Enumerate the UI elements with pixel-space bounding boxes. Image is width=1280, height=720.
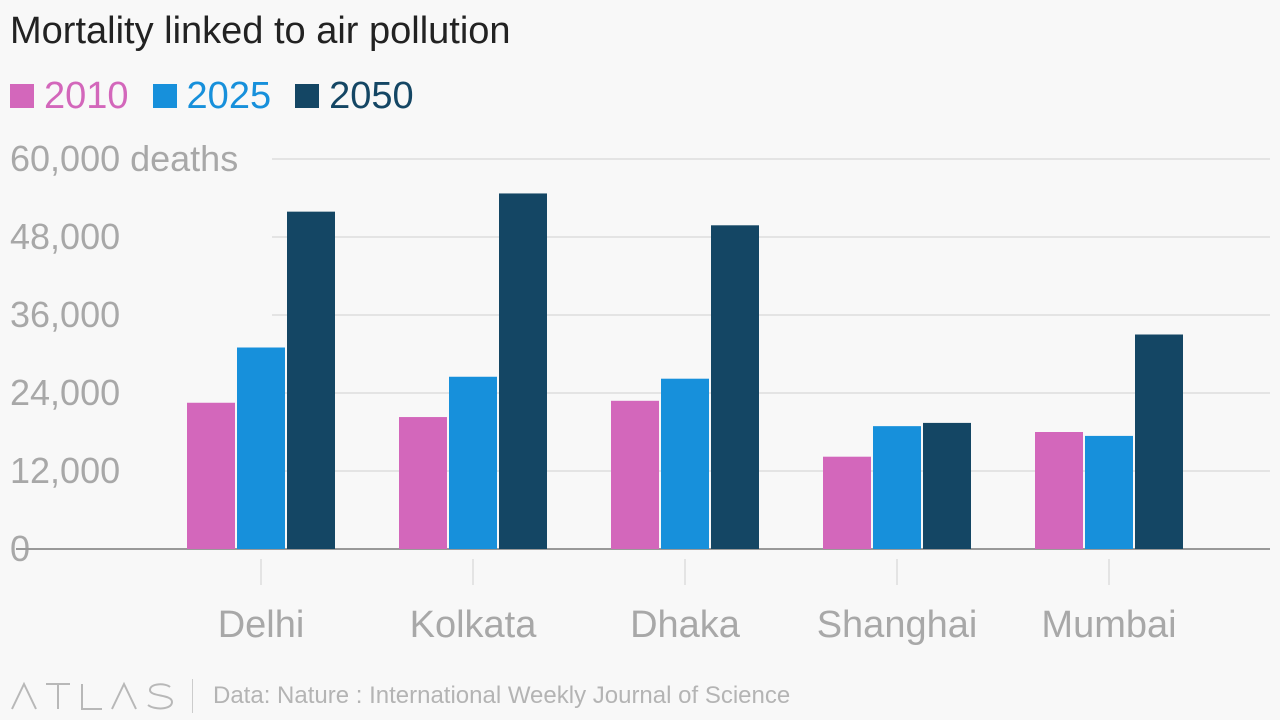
bar-mumbai-2025: [1085, 435, 1133, 549]
bar-dhaka-2010: [611, 400, 659, 549]
chart-title: Mortality linked to air pollution: [10, 10, 511, 52]
footer-divider: [192, 679, 193, 713]
atlas-wordmark-icon: [11, 681, 174, 710]
x-tick-label: Delhi: [218, 604, 305, 646]
source-note: Data: Nature : International Weekly Jour…: [213, 682, 791, 709]
chart-legend: 2010 2025 2050: [10, 74, 438, 118]
x-tick-label: Mumbai: [1041, 604, 1176, 646]
bar-mumbai-2010: [1035, 432, 1083, 549]
legend-swatch: [295, 84, 320, 108]
bar-kolkata-2025: [449, 376, 497, 549]
legend-item-2050: 2050: [295, 74, 414, 118]
bar-dhaka-2050: [711, 225, 759, 550]
legend-label: 2025: [186, 75, 272, 117]
bar-shanghai-2050: [923, 422, 971, 549]
x-tick-label: Shanghai: [817, 604, 978, 646]
y-tick-label: 60,000 deaths: [10, 138, 238, 179]
bar-shanghai-2025: [873, 426, 921, 549]
bar-delhi-2025: [237, 347, 285, 549]
y-tick-label: 48,000: [10, 216, 120, 257]
y-tick-label: 12,000: [10, 450, 120, 491]
bar-delhi-2010: [187, 402, 235, 549]
legend-swatch: [10, 84, 34, 108]
legend-label: 2050: [329, 75, 414, 117]
bar-mumbai-2050: [1135, 334, 1183, 549]
bar-kolkata-2050: [499, 193, 547, 549]
bar-dhaka-2025: [661, 378, 709, 549]
x-tick-label: Kolkata: [410, 604, 538, 646]
legend-item-2010: 2010: [10, 74, 129, 118]
bar-delhi-2050: [287, 211, 335, 549]
legend-item-2025: 2025: [152, 74, 272, 118]
y-tick-label: 24,000: [10, 372, 120, 413]
chart-footer: Data: Nature : International Weekly Jour…: [10, 676, 790, 716]
legend-label: 2010: [44, 75, 129, 117]
legend-swatch: [152, 84, 177, 108]
x-tick-label: Dhaka: [630, 604, 741, 646]
atlas-logo: [10, 681, 176, 711]
bar-shanghai-2010: [823, 456, 871, 549]
bar-kolkata-2010: [399, 417, 447, 549]
y-tick-label: 36,000: [10, 294, 120, 335]
